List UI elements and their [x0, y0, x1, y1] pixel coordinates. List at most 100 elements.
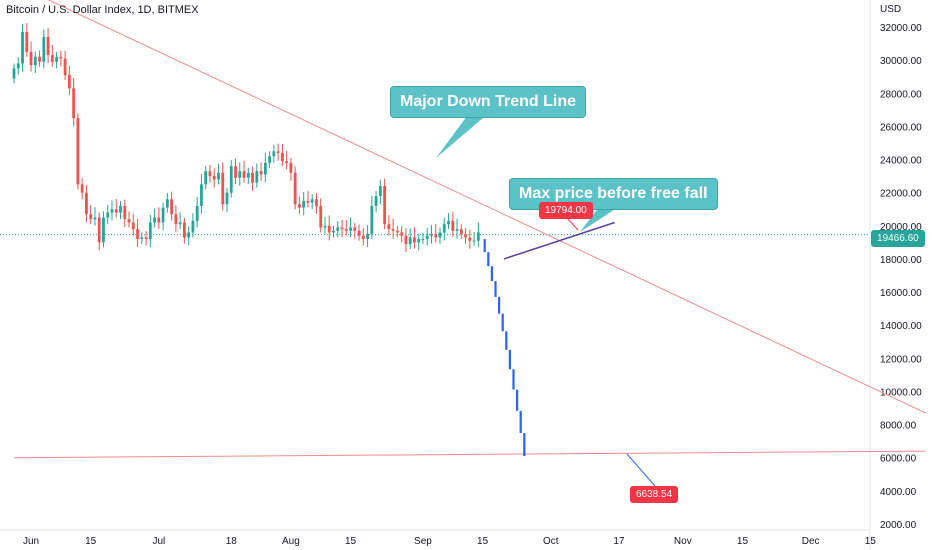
candle-61: [272, 151, 276, 157]
candle-87: [383, 186, 387, 225]
x-tick-label-7: 15: [477, 536, 489, 547]
candle-96: [421, 239, 425, 241]
candle-72: [319, 205, 323, 228]
candle-85: [374, 195, 378, 206]
candle-106: [464, 234, 467, 238]
projection-bar-1: [487, 252, 490, 267]
candle-26: [123, 205, 127, 220]
candle-93: [408, 237, 412, 245]
candle-17: [85, 192, 88, 215]
candle-90: [396, 230, 399, 233]
candle-1: [16, 63, 20, 69]
candle-105: [459, 229, 463, 235]
candle-83: [366, 234, 369, 240]
candle-63: [280, 152, 284, 162]
candle-12: [63, 58, 67, 76]
candle-82: [361, 235, 365, 240]
candle-48: [217, 172, 220, 180]
candle-41: [187, 232, 191, 238]
trend-callout-pointer: [436, 112, 490, 158]
candle-62: [276, 151, 280, 153]
projection-bar-3: [494, 281, 497, 297]
max-callout-pointer: [580, 206, 620, 232]
candle-51: [229, 166, 233, 193]
y-tick-label-6: 20000.00: [880, 222, 922, 233]
x-tick-label-2: Jul: [152, 536, 165, 547]
candle-37: [170, 199, 174, 215]
candle-52: [234, 166, 237, 178]
candle-107: [468, 237, 472, 241]
candle-4: [29, 51, 33, 66]
candle-97: [425, 235, 429, 240]
candle-73: [323, 225, 327, 228]
y-tick-label-3: 26000.00: [880, 122, 922, 133]
candle-67: [298, 204, 301, 208]
x-tick-label-13: 15: [865, 536, 877, 547]
candle-10: [55, 56, 58, 62]
projection-bar-10: [519, 410, 522, 434]
max-price-callout: Max price before free fall: [509, 178, 718, 210]
target-tag-pointer: [626, 453, 656, 487]
projection-bar-9: [516, 389, 519, 411]
y-tick-label-0: 32000.00: [880, 23, 922, 34]
y-tick-label-8: 16000.00: [880, 288, 922, 299]
candle-19: [93, 217, 97, 220]
candle-102: [447, 220, 450, 225]
candle-78: [344, 229, 348, 231]
x-tick-label-12: Dec: [802, 536, 820, 547]
y-tick-label-9: 14000.00: [880, 321, 922, 332]
candle-47: [212, 176, 216, 180]
y-tick-label-10: 12000.00: [880, 354, 922, 365]
candle-25: [119, 205, 122, 213]
candle-22: [106, 212, 110, 218]
projection-bar-11: [523, 433, 526, 457]
chart-title: Bitcoin / U.S. Dollar Index, 1D, BITMEX: [6, 4, 199, 16]
y-tick-label-4: 24000.00: [880, 156, 922, 167]
candle-56: [251, 172, 254, 183]
candle-16: [80, 184, 84, 193]
candle-94: [413, 237, 416, 243]
candle-66: [293, 172, 297, 205]
candle-28: [131, 222, 135, 230]
candle-101: [442, 224, 446, 233]
candle-35: [161, 207, 165, 223]
candle-34: [157, 217, 161, 223]
projection-bar-5: [501, 313, 504, 332]
x-tick-label-11: 15: [737, 536, 749, 547]
y-tick-label-14: 4000.00: [880, 487, 917, 498]
candle-54: [242, 171, 246, 178]
candle-7: [42, 36, 46, 62]
y-tick-label-12: 8000.00: [880, 421, 917, 432]
candle-98: [430, 234, 433, 236]
candle-18: [89, 214, 93, 220]
candle-33: [153, 217, 156, 223]
candle-44: [200, 184, 203, 206]
candle-31: [144, 237, 148, 240]
projection-bar-2: [490, 266, 493, 282]
y-tick-label-15: 2000.00: [880, 520, 917, 531]
candle-65: [289, 162, 293, 173]
candle-75: [332, 230, 335, 233]
candle-68: [302, 200, 306, 208]
candle-60: [268, 156, 271, 163]
candle-57: [255, 171, 259, 183]
candle-71: [315, 199, 318, 206]
candle-13: [67, 75, 71, 89]
candle-53: [238, 171, 242, 178]
projection-bar-6: [505, 331, 508, 350]
x-tick-label-5: 15: [345, 536, 357, 547]
x-tick-label-3: 18: [226, 536, 238, 547]
trend-callout: Major Down Trend Line: [390, 86, 587, 118]
candle-27: [127, 219, 131, 223]
candle-29: [136, 229, 139, 240]
candle-3: [25, 31, 29, 52]
candle-92: [404, 235, 408, 245]
projection-bar-0: [483, 239, 486, 253]
y-tick-label-11: 10000.00: [880, 387, 922, 398]
candle-104: [455, 229, 459, 231]
y-tick-label-7: 18000.00: [880, 255, 922, 266]
candle-32: [148, 222, 152, 240]
line-horizontal-target: [13, 450, 926, 459]
candle-15: [76, 118, 80, 185]
